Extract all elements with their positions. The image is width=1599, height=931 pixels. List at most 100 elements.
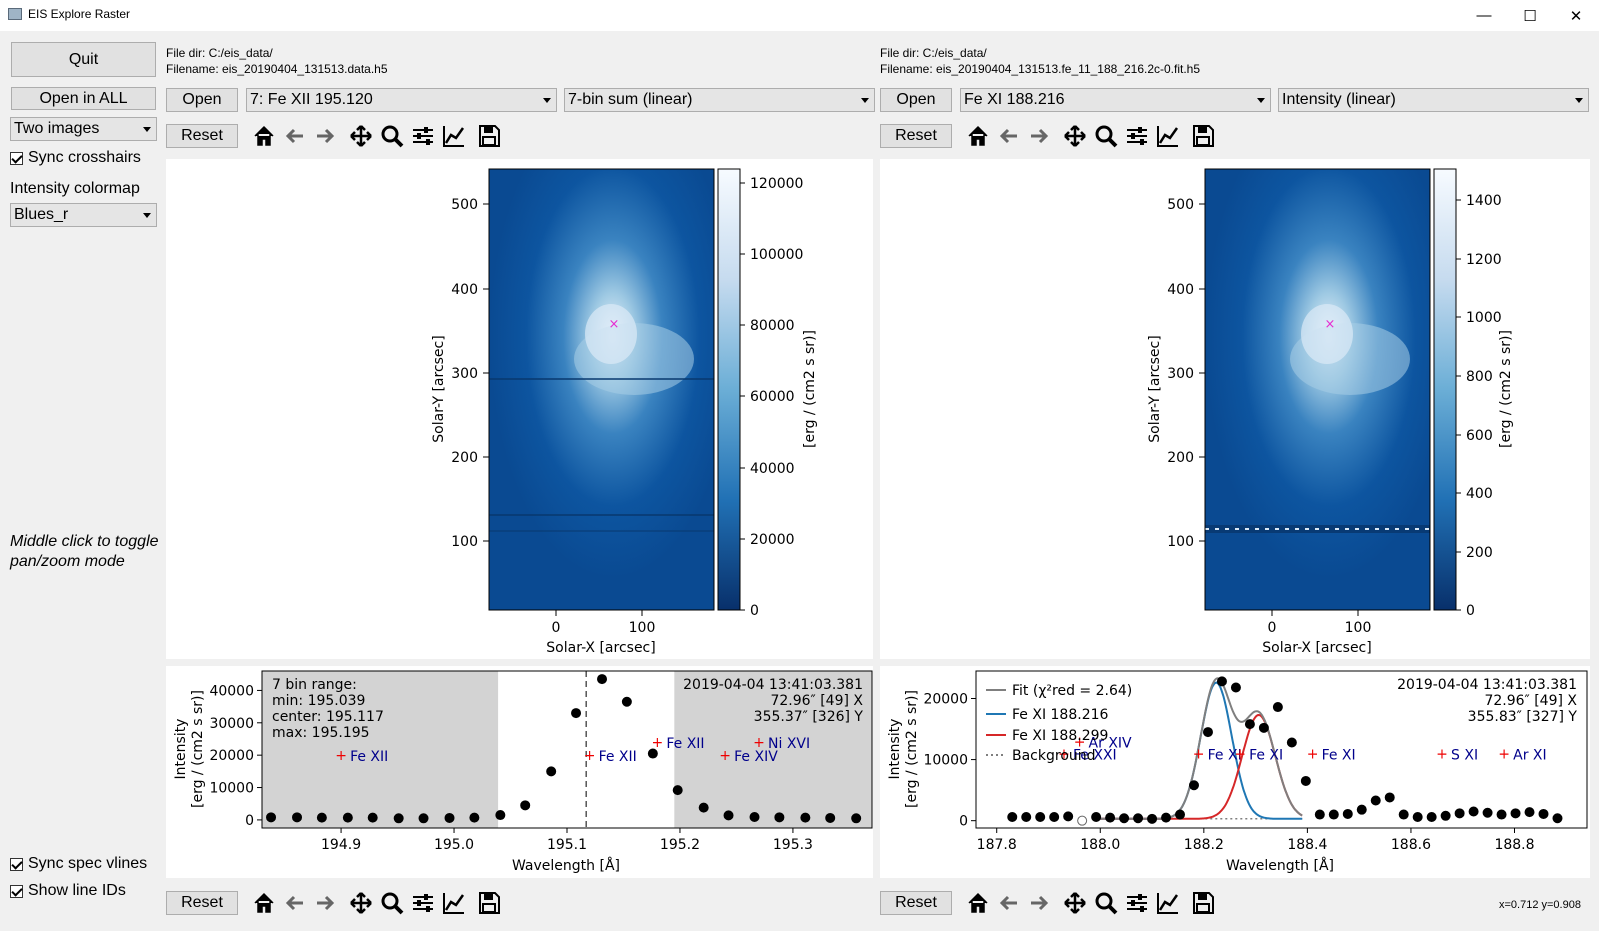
back-arrow-icon[interactable] xyxy=(996,890,1022,916)
pan-icon[interactable] xyxy=(1062,123,1088,149)
right-image-panel[interactable]: × 500 400 300 200 100 Solar-Y [arcsec] 0… xyxy=(880,159,1590,659)
close-button[interactable]: ✕ xyxy=(1569,7,1583,25)
left-spectrum-reset-button[interactable]: Reset xyxy=(166,891,238,915)
layout-select[interactable]: Two images xyxy=(10,117,157,141)
right-spectrum-points xyxy=(1007,676,1563,826)
edit-axes-icon[interactable] xyxy=(1155,123,1181,149)
data-point xyxy=(1188,780,1199,791)
save-icon[interactable] xyxy=(1190,890,1216,916)
forward-arrow-icon[interactable] xyxy=(1026,123,1052,149)
ytick-label: 0 xyxy=(245,813,254,829)
back-arrow-icon[interactable] xyxy=(996,123,1022,149)
left-mode-value: 7-bin sum (linear) xyxy=(568,91,693,108)
configure-subplots-icon[interactable] xyxy=(410,123,436,149)
right-file-info: File dir: C:/eis_data/ Filename: eis_201… xyxy=(880,45,1200,77)
configure-subplots-icon[interactable] xyxy=(1124,890,1150,916)
sync-spec-vlines-checkbox[interactable]: Sync spec vlines xyxy=(10,855,147,873)
save-icon[interactable] xyxy=(1190,123,1216,149)
xtick-label: 188.0 xyxy=(1080,837,1120,853)
ytick-label: 10000 xyxy=(209,781,254,797)
data-point xyxy=(597,674,608,685)
left-spectrum-panel[interactable]: + Fe XII + Fe XII + Fe XII + Fe XIV + Ni XVI 4000… xyxy=(166,666,873,878)
sync-crosshairs-checkbox[interactable]: Sync crosshairs xyxy=(10,149,141,167)
left-reset-button[interactable]: Reset xyxy=(166,124,238,148)
zoom-icon[interactable] xyxy=(1093,890,1119,916)
right-spectrum-plot[interactable]: + Fe XXI+ Ar XIV+ Fe XI+ Fe XI + Fe XI + S XI + Ar… xyxy=(880,666,1590,878)
edit-axes-icon[interactable] xyxy=(441,123,467,149)
maximize-button[interactable]: ☐ xyxy=(1523,7,1537,25)
forward-arrow-icon[interactable] xyxy=(1026,890,1052,916)
minimize-button[interactable]: — xyxy=(1476,7,1492,24)
left-raster-glow xyxy=(489,169,714,610)
edit-axes-icon[interactable] xyxy=(441,890,467,916)
right-reset-button[interactable]: Reset xyxy=(880,124,952,148)
ytick-label: 40000 xyxy=(209,683,254,699)
line-id-marker-icon: + xyxy=(719,748,731,764)
data-point xyxy=(469,812,480,823)
left-line-select[interactable]: 7: Fe XII 195.120 xyxy=(246,88,557,112)
data-point xyxy=(1216,676,1227,687)
right-line-ids: + Fe XXI+ Ar XIV+ Fe XI+ Fe XI + Fe XI + S XI + Ar… xyxy=(1058,734,1547,763)
back-arrow-icon[interactable] xyxy=(282,890,308,916)
back-arrow-icon[interactable] xyxy=(282,123,308,149)
pan-icon[interactable] xyxy=(1062,890,1088,916)
quit-button[interactable]: Quit xyxy=(11,42,156,77)
right-open-button[interactable]: Open xyxy=(880,88,952,112)
configure-subplots-icon[interactable] xyxy=(1124,123,1150,149)
open-in-all-button[interactable]: Open in ALL xyxy=(11,87,156,110)
line-id-marker-icon: + xyxy=(753,735,765,751)
pan-icon[interactable] xyxy=(348,123,374,149)
cbar-tick-label: 120000 xyxy=(750,176,803,192)
colormap-select[interactable]: Blues_r xyxy=(10,203,157,227)
show-line-ids-checkbox[interactable]: Show line IDs xyxy=(10,882,126,900)
ytick-label: 500 xyxy=(451,197,478,213)
configure-subplots-icon[interactable] xyxy=(410,890,436,916)
right-mode-select[interactable]: Intensity (linear) xyxy=(1278,88,1589,112)
data-point xyxy=(1524,807,1535,818)
save-icon[interactable] xyxy=(476,123,502,149)
data-point xyxy=(1328,809,1339,820)
data-point xyxy=(1412,812,1423,823)
home-icon[interactable] xyxy=(251,890,277,916)
left-open-button[interactable]: Open xyxy=(166,88,238,112)
ytick-label: 100 xyxy=(451,534,478,550)
data-point xyxy=(1161,812,1172,823)
data-point xyxy=(1021,812,1032,823)
left-image-panel[interactable]: × 500 400 300 200 100 Solar-Y [arcsec] 0… xyxy=(166,159,873,659)
home-icon[interactable] xyxy=(965,890,991,916)
right-colorbar xyxy=(1433,168,1457,611)
ytick-label: 500 xyxy=(1167,197,1194,213)
crosshair-marker-icon: × xyxy=(1325,317,1336,332)
cbar-tick-label: 400 xyxy=(1466,486,1493,502)
line-id-label: Ar XIV xyxy=(1089,735,1133,751)
right-image-plot[interactable]: × 500 400 300 200 100 Solar-Y [arcsec] 0… xyxy=(880,159,1590,659)
right-line-select[interactable]: Fe XI 188.216 xyxy=(960,88,1271,112)
xtick-label: 188.8 xyxy=(1494,837,1534,853)
left-image-plot[interactable]: × 500 400 300 200 100 Solar-Y [arcsec] 0… xyxy=(166,159,873,659)
ytick-label: 200 xyxy=(451,450,478,466)
pan-icon[interactable] xyxy=(348,890,374,916)
forward-arrow-icon[interactable] xyxy=(312,123,338,149)
zoom-icon[interactable] xyxy=(379,890,405,916)
edit-axes-icon[interactable] xyxy=(1155,890,1181,916)
forward-arrow-icon[interactable] xyxy=(312,890,338,916)
xtick-label: 195.2 xyxy=(660,837,700,853)
app-icon xyxy=(8,8,22,20)
line-id-label: Fe XXI xyxy=(1073,747,1117,763)
zoom-icon[interactable] xyxy=(1093,123,1119,149)
left-mode-select[interactable]: 7-bin sum (linear) xyxy=(564,88,875,112)
zoom-icon[interactable] xyxy=(379,123,405,149)
right-spectrum-panel[interactable]: + Fe XXI + Ar XIV + Fe XI + Fe XI + Fe XI + S XI + Ar… xyxy=(880,666,1590,878)
legend-fe188216-label: Fe XI 188.216 xyxy=(1012,707,1109,723)
home-icon[interactable] xyxy=(965,123,991,149)
data-point xyxy=(1147,813,1158,824)
sync-crosshairs-label: Sync crosshairs xyxy=(28,149,141,166)
right-spectrum-reset-button[interactable]: Reset xyxy=(880,891,952,915)
home-icon[interactable] xyxy=(251,123,277,149)
crosshair-marker-icon: × xyxy=(609,317,620,332)
ytick-label: 0 xyxy=(959,814,968,830)
left-spectrum-plot[interactable]: + Fe XII + Fe XII+ Fe XII+ Fe XIV+ Ni XVI 4000… xyxy=(166,666,873,878)
save-icon[interactable] xyxy=(476,890,502,916)
xtick-label: 195.0 xyxy=(434,837,474,853)
data-point xyxy=(1063,811,1074,822)
